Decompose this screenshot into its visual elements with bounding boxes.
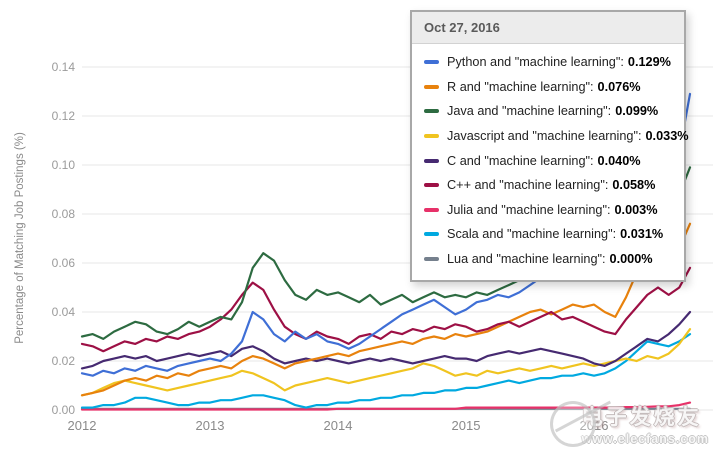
tooltip-rows: Python and "machine learning": 0.129% R an… (412, 44, 689, 280)
tooltip-series-label: Java and "machine learning": (447, 104, 612, 119)
series-swatch-java-icon (424, 109, 439, 114)
series-swatch-r-icon (424, 84, 439, 89)
tooltip-series-value: 0.033% (645, 129, 689, 144)
tooltip-series-value: 0.058% (612, 178, 656, 193)
tooltip-row-lua: Lua and "machine learning": 0.000% (424, 247, 672, 272)
tooltip-series-value: 0.003% (614, 202, 658, 217)
hover-tooltip: Oct 27, 2016 Python and "machine learnin… (410, 10, 689, 283)
series-swatch-c-icon (424, 158, 439, 163)
tooltip-series-label: R and "machine learning": (447, 79, 594, 94)
tooltip-series-value: 0.040% (597, 153, 641, 168)
tooltip-row-r: R and "machine learning": 0.076% (424, 75, 672, 100)
tooltip-row-python: Python and "machine learning": 0.129% (424, 50, 672, 75)
x-tick-label: 2015 (452, 418, 481, 433)
tooltip-series-label: C and "machine learning": (447, 153, 594, 168)
tooltip-series-label: Javascript and "machine learning": (447, 129, 642, 144)
series-swatch-cpp-icon (424, 183, 439, 188)
line-r (80, 222, 692, 397)
series-swatch-julia-icon (424, 207, 439, 212)
tooltip-row-javascript: Javascript and "machine learning": 0.033% (424, 124, 689, 149)
tooltip-series-label: Julia and "machine learning": (447, 202, 611, 217)
tooltip-series-label: Python and "machine learning": (447, 55, 624, 70)
y-tick-label: 0.08 (52, 207, 76, 221)
tooltip-date: Oct 27, 2016 (412, 12, 684, 44)
x-tick-label: 2014 (324, 418, 353, 433)
series-swatch-lua-icon (424, 257, 439, 262)
tooltip-series-value: 0.129% (627, 55, 671, 70)
tooltip-row-java: Java and "machine learning": 0.099% (424, 99, 672, 124)
series-swatch-scala-icon (424, 232, 439, 237)
y-tick-label: 0.04 (52, 305, 76, 319)
tooltip-series-value: 0.076% (597, 79, 641, 94)
series-swatch-python-icon (424, 60, 439, 65)
tooltip-series-value: 0.099% (615, 104, 659, 119)
tooltip-row-scala: Scala and "machine learning": 0.031% (424, 222, 672, 247)
tooltip-series-label: C++ and "machine learning": (447, 178, 609, 193)
series-swatch-javascript-icon (424, 134, 439, 139)
y-tick-label: 0.02 (52, 354, 76, 368)
tooltip-series-value: 0.000% (609, 252, 653, 267)
y-tick-label: 0.12 (52, 109, 76, 123)
line-javascript (80, 328, 692, 397)
line-cpp (80, 266, 692, 353)
x-tick-label: 2013 (196, 418, 225, 433)
tooltip-row-cpp: C++ and "machine learning": 0.058% (424, 173, 672, 198)
y-tick-label: 0.10 (52, 158, 76, 172)
tooltip-series-label: Lua and "machine learning": (447, 252, 606, 267)
x-tick-label: 2012 (68, 418, 97, 433)
y-tick-label: 0.06 (52, 256, 76, 270)
y-tick-label: 0.00 (52, 403, 76, 417)
tooltip-series-label: Scala and "machine learning": (447, 227, 617, 242)
x-tick-label: 2016 (580, 418, 609, 433)
line-c (80, 310, 692, 370)
y-tick-label: 0.14 (52, 60, 76, 74)
tooltip-series-value: 0.031% (620, 227, 664, 242)
line-scala (80, 333, 692, 409)
tooltip-row-julia: Julia and "machine learning": 0.003% (424, 198, 672, 223)
tooltip-row-c: C and "machine learning": 0.040% (424, 148, 672, 173)
